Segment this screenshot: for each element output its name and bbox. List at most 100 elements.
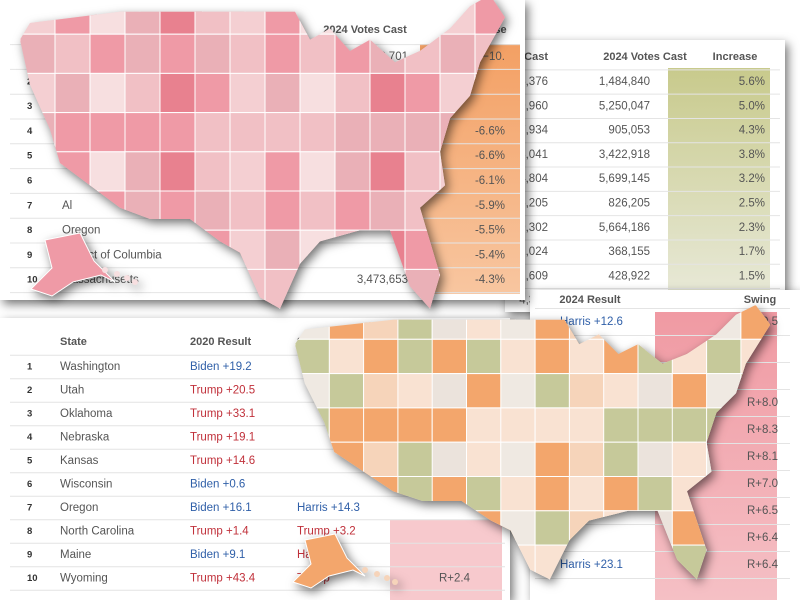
state: Nebraska <box>60 432 110 444</box>
votes-2020: 2,024 <box>519 246 548 258</box>
votes-2020: 5,376 <box>519 76 548 88</box>
rank: 8 <box>27 225 32 236</box>
state <box>397 305 433 340</box>
increase-column <box>668 68 770 296</box>
votes-2024: 368,155 <box>608 246 650 258</box>
state <box>328 373 365 409</box>
state <box>466 338 502 375</box>
state <box>431 373 468 409</box>
rank: 7 <box>27 200 32 211</box>
rank: 10 <box>27 275 38 286</box>
rank: 5 <box>27 456 33 467</box>
state <box>124 112 161 153</box>
rank: 4 <box>27 126 33 137</box>
state: Maine <box>60 549 91 561</box>
increase: -6.6% <box>475 150 505 162</box>
votes-2020: 3,041 <box>519 149 548 161</box>
state <box>637 476 673 512</box>
state: Wyoming <box>60 573 108 585</box>
increase: 1.7% <box>739 246 765 258</box>
hawaii <box>384 575 390 581</box>
state <box>603 407 639 443</box>
swing: R+6.4 <box>747 532 779 544</box>
state <box>500 407 536 443</box>
result-2020: Trump +19.1 <box>190 432 255 444</box>
alaska <box>292 533 366 589</box>
increase: -6.6% <box>475 125 505 137</box>
state <box>534 373 570 409</box>
rank: 7 <box>27 503 32 514</box>
rank: 9 <box>27 250 32 261</box>
rank: 9 <box>27 550 32 561</box>
hawaii <box>392 579 398 585</box>
increase: 1.5% <box>739 270 765 282</box>
state: Wisconsin <box>60 479 112 491</box>
rank: 8 <box>27 526 32 537</box>
state: Utah <box>60 385 84 397</box>
column-header: 2020 Result <box>190 336 251 348</box>
hawaii <box>124 275 130 281</box>
increase: -5.9% <box>475 200 505 212</box>
increase: 5.0% <box>739 100 765 112</box>
increase: -4.3% <box>475 274 505 286</box>
column-header: 2024 Votes Cast <box>603 51 687 63</box>
result-2020: Trump +14.6 <box>190 455 255 467</box>
votes-2020: 9,960 <box>519 100 548 112</box>
swing: R+6.4 <box>747 559 779 571</box>
votes-2020: 9,302 <box>519 222 548 234</box>
rank: 5 <box>27 151 33 162</box>
column-header: Swing <box>744 294 776 306</box>
result-2024: Harris +12.6 <box>560 316 623 328</box>
increase: 2.5% <box>739 198 765 210</box>
state <box>466 441 502 478</box>
result-2020: Trump +33.1 <box>190 408 255 420</box>
state <box>363 338 399 375</box>
state <box>369 190 406 231</box>
result-2024: Harris +23.1 <box>560 559 623 571</box>
state <box>89 33 126 74</box>
result-2020: Trump +1.4 <box>190 526 249 538</box>
swing: R+6.5 <box>747 505 778 517</box>
rank: 2 <box>27 385 32 396</box>
rank: 6 <box>27 176 32 187</box>
column-header: State <box>60 336 87 348</box>
votes-2024: 3,422,918 <box>599 149 650 161</box>
votes-2024: 5,664,186 <box>599 222 650 234</box>
hawaii <box>132 279 138 285</box>
state <box>534 476 570 512</box>
column-header: 2024 Votes Cast <box>323 24 407 36</box>
panel-content: Cast 2024 Votes Cast Increase 5,376 1,484,84… <box>510 51 780 307</box>
column-header: 2024 Result <box>559 294 620 306</box>
increase: 2.3% <box>739 222 765 234</box>
hawaii <box>374 571 380 577</box>
state <box>363 441 399 478</box>
state <box>568 338 605 375</box>
result-2020: Biden +0.6 <box>190 479 245 491</box>
increase: −10. <box>482 51 505 63</box>
swing: R+8.3 <box>747 424 778 436</box>
state <box>89 151 126 192</box>
column-header: Increase <box>713 51 758 63</box>
result-2024: Harris +14.3 <box>297 502 360 514</box>
result-2020: Biden +16.1 <box>190 502 252 514</box>
rank: 4 <box>27 432 33 443</box>
votes-2024: 428,922 <box>608 270 650 282</box>
votes-2024: 3,473,653 <box>357 274 408 286</box>
increase: 3.2% <box>739 173 765 185</box>
state <box>397 407 433 443</box>
rank: 10 <box>27 573 38 584</box>
votes-2024: 1,484,840 <box>599 76 650 88</box>
state <box>568 441 605 478</box>
rank: 3 <box>27 101 32 112</box>
column-header: Cast <box>524 51 548 63</box>
state <box>299 151 336 192</box>
state <box>54 72 91 114</box>
state: Oregon <box>62 225 100 237</box>
state: Kansas <box>60 455 99 467</box>
swing: R+2.4 <box>439 573 471 585</box>
hawaii <box>114 271 120 277</box>
state: Al <box>62 200 72 212</box>
increase: -5.5% <box>475 225 505 237</box>
